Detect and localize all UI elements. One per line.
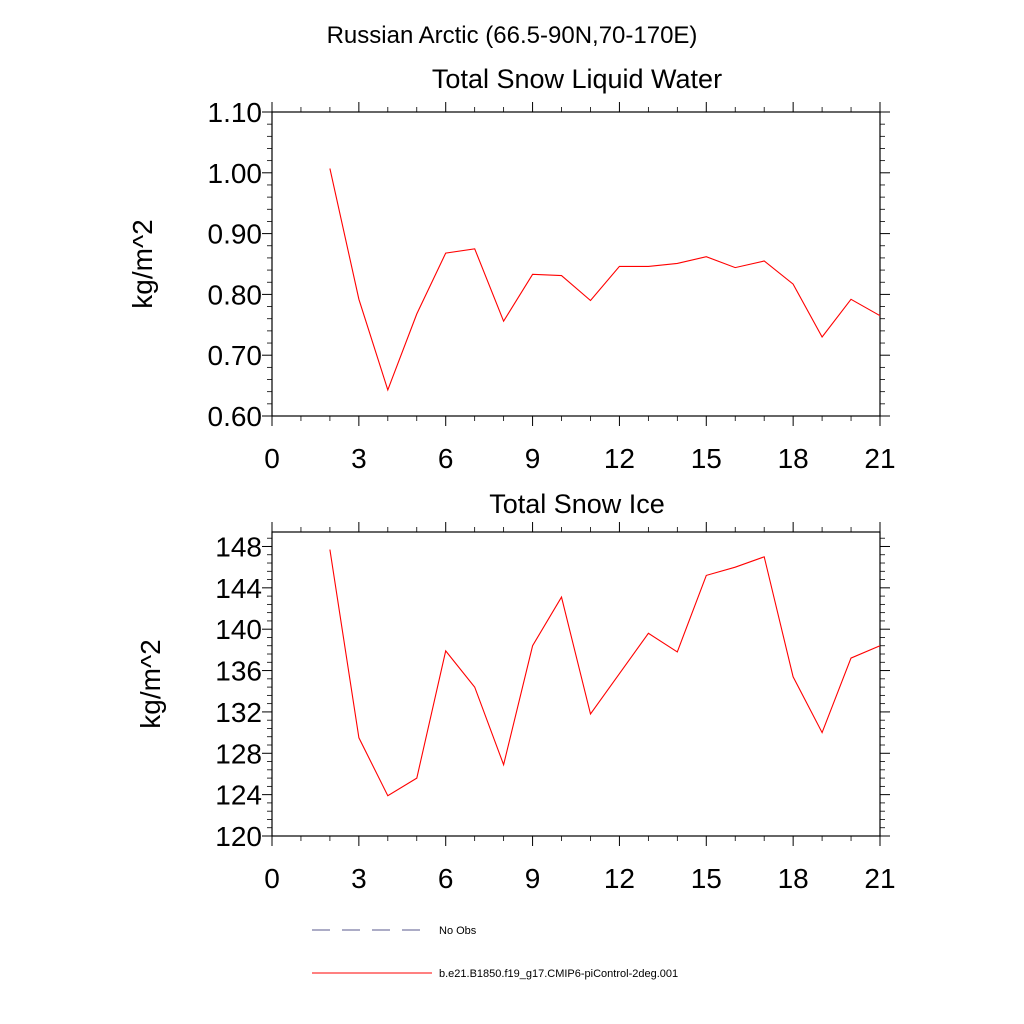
x-tick-label: 15 [691, 863, 722, 894]
x-tick-label: 18 [778, 443, 809, 474]
plot-frame [271, 531, 881, 837]
y-tick-label: 0.80 [208, 279, 263, 310]
x-tick-label: 6 [438, 863, 454, 894]
y-tick-label: 124 [215, 780, 262, 811]
x-tick-label: 3 [351, 863, 367, 894]
panel-title: Total Snow Liquid Water [432, 64, 722, 94]
y-tick-label: 0.70 [208, 340, 263, 371]
x-tick-label: 9 [525, 863, 541, 894]
y-tick-label: 148 [215, 531, 262, 562]
x-tick-label: 9 [525, 443, 541, 474]
y-tick-label: 0.90 [208, 219, 263, 250]
snow-liquid-water-panel: Total Snow Liquid Water kg/m^2 0 3 6 9 12 15 1… [127, 64, 896, 474]
series-line [329, 549, 881, 797]
x-tick-label: 18 [778, 863, 809, 894]
x-tick-label: 15 [691, 443, 722, 474]
y-tick-label: 120 [215, 821, 262, 852]
y-tick-label: 144 [215, 573, 262, 604]
y-axis-label: kg/m^2 [135, 639, 166, 728]
main-title: Russian Arctic (66.5-90N,70-170E) [327, 22, 698, 49]
legend-entry-model: b.e21.B1850.f19_g17.CMIP6-piControl-2deg… [312, 968, 678, 980]
y-tick-label: 136 [215, 656, 262, 687]
series-line [329, 168, 881, 392]
y-tick-label: 128 [215, 738, 262, 769]
x-tick-label: 12 [604, 443, 635, 474]
panel-title: Total Snow Ice [489, 489, 665, 519]
y-tick-label: 1.10 [208, 97, 263, 128]
x-tick-label: 21 [864, 863, 895, 894]
x-tick-label: 3 [351, 443, 367, 474]
snow-ice-panel: Total Snow Ice kg/m^2 0 3 6 9 12 15 18 21 120 124… [135, 489, 896, 894]
legend-entry-no-obs: No Obs [312, 925, 477, 937]
x-tick-label: 0 [264, 443, 280, 474]
y-axis-label: kg/m^2 [127, 219, 158, 308]
legend-label: b.e21.B1850.f19_g17.CMIP6-piControl-2deg… [439, 968, 678, 980]
legend-label: No Obs [439, 925, 477, 937]
x-tick-label: 21 [864, 443, 895, 474]
legend: No Obs b.e21.B1850.f19_g17.CMIP6-piContr… [312, 925, 678, 980]
x-tick-label: 0 [264, 863, 280, 894]
y-tick-label: 0.60 [208, 401, 263, 432]
x-tick-label: 6 [438, 443, 454, 474]
y-tick-label: 1.00 [208, 158, 263, 189]
plot-frame [271, 111, 881, 417]
y-tick-label: 140 [215, 614, 262, 645]
y-tick-label: 132 [215, 697, 262, 728]
x-tick-label: 12 [604, 863, 635, 894]
